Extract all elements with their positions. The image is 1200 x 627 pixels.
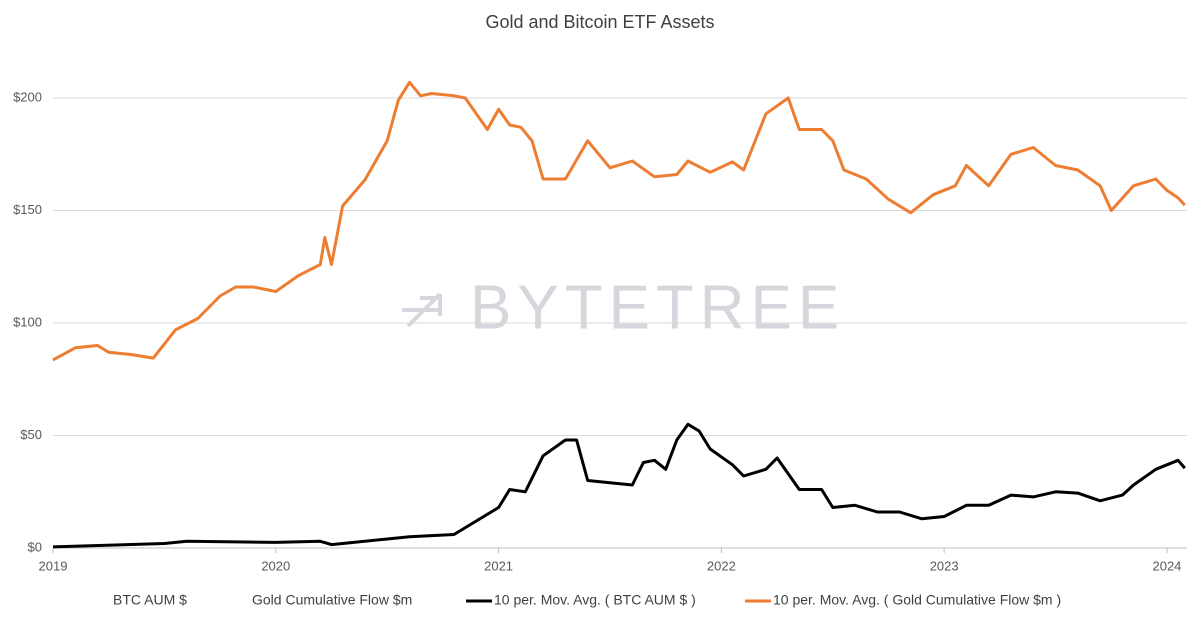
x-tick-label: 2020 [261,558,290,573]
legend-label: BTC AUM $ [113,592,187,608]
y-tick-label: $50 [20,427,42,442]
x-tick-label: 2024 [1152,558,1181,573]
x-tick-label: 2023 [930,558,959,573]
y-tick-label: $0 [28,539,42,554]
series-line [52,80,1186,362]
x-tick-label: 2019 [39,558,68,573]
series-line [52,422,1186,549]
legend-label: 10 per. Mov. Avg. ( Gold Cumulative Flow… [773,592,1061,608]
legend-label: Gold Cumulative Flow $m [252,592,412,608]
x-tick-label: 2021 [484,558,513,573]
x-tick-label: 2022 [707,558,736,573]
y-tick-label: $200 [13,89,42,104]
y-tick-label: $100 [13,314,42,329]
watermark-icon [402,292,442,328]
legend-label: 10 per. Mov. Avg. ( BTC AUM $ ) [494,592,696,608]
y-tick-label: $150 [13,202,42,217]
chart-title: Gold and Bitcoin ETF Assets [485,12,714,32]
watermark: BYTETREE [470,273,845,342]
